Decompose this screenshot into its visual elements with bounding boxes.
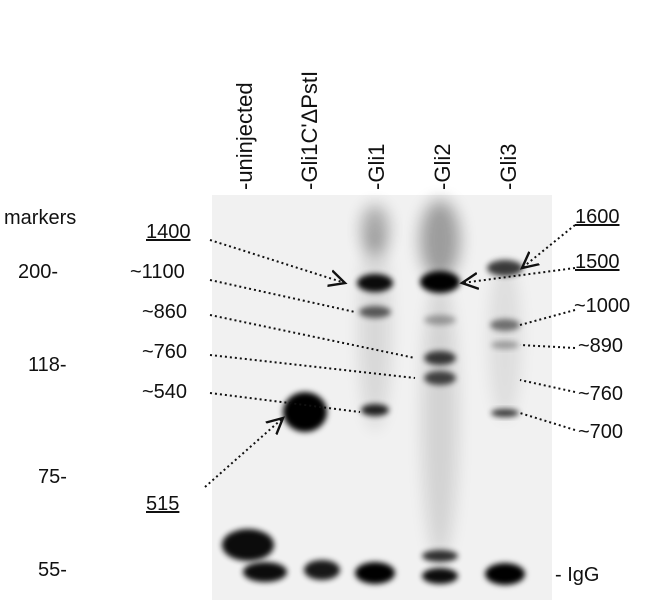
dotted-pointer-line [204, 418, 283, 488]
protein-band [422, 568, 458, 584]
right-label-1600: 1600 [575, 206, 620, 228]
dotted-pointer-line [519, 344, 576, 349]
dotted-pointer-line [209, 392, 361, 413]
igg-label: - IgG [555, 564, 600, 586]
dotted-pointer-line [522, 224, 576, 268]
protein-band [420, 271, 460, 293]
marker-118: 118- [28, 354, 67, 376]
protein-band [422, 550, 458, 562]
left-label-540: ~540 [142, 381, 188, 403]
left-label-760: ~760 [142, 341, 188, 363]
protein-band [424, 351, 456, 365]
protein-band [424, 315, 456, 325]
protein-band [304, 560, 340, 580]
protein-band [422, 280, 458, 560]
protein-band [359, 230, 391, 430]
left-label-515: 515 [146, 493, 180, 515]
protein-band [491, 341, 519, 349]
left-label-860: ~860 [142, 301, 188, 323]
protein-band [420, 200, 460, 280]
right-label-1500: 1500 [575, 251, 620, 273]
lane-label-gli1: -Gli1 [364, 143, 389, 190]
dotted-pointer-line [519, 379, 576, 393]
protein-band [485, 563, 525, 585]
protein-band [490, 319, 520, 331]
marker-75: 75- [38, 466, 67, 488]
protein-band [361, 404, 389, 416]
marker-55: 55- [38, 559, 67, 581]
lane-label-uninjected: -uninjected [232, 82, 257, 190]
dotted-pointer-line [209, 354, 416, 379]
dotted-pointer-line [462, 267, 576, 283]
protein-band [222, 529, 274, 561]
right-label-1000: ~1000 [574, 295, 631, 317]
right-label-760: ~760 [578, 383, 624, 405]
right-label-700: ~700 [578, 421, 624, 443]
protein-band [359, 306, 391, 318]
protein-band [283, 392, 327, 432]
left-label-1100: ~1100 [130, 261, 185, 283]
left-label-1400: 1400 [146, 221, 191, 243]
protein-band [361, 205, 389, 255]
protein-band [424, 371, 456, 385]
protein-band [487, 260, 523, 276]
lane-label-gli1c-dpsti: -Gli1C'ΔPstI [297, 70, 322, 190]
lane-label-gli3: -Gli3 [496, 143, 521, 190]
marker-200: 200- [18, 261, 59, 283]
dotted-pointer-line [209, 239, 345, 283]
protein-band [357, 274, 393, 292]
protein-band [355, 562, 395, 584]
protein-band [491, 409, 519, 417]
right-label-890: ~890 [578, 335, 624, 357]
markers-title: markers [4, 207, 77, 229]
protein-band [489, 260, 521, 420]
protein-band [243, 562, 287, 582]
lane-label-gli2: -Gli2 [430, 143, 455, 190]
